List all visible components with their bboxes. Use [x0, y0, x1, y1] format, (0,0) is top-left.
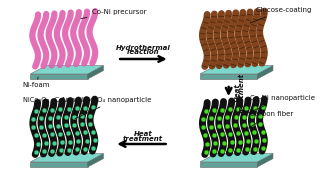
Polygon shape [31, 74, 88, 79]
Polygon shape [31, 162, 88, 167]
Text: Co-Ni nanoparticle: Co-Ni nanoparticle [248, 95, 315, 113]
Text: Ni-foam: Ni-foam [23, 77, 50, 88]
Text: NiCo₂O₄ –C Array: NiCo₂O₄ –C Array [23, 97, 79, 103]
Polygon shape [31, 154, 103, 162]
Polygon shape [200, 154, 273, 162]
Text: Heat: Heat [235, 84, 241, 102]
Polygon shape [257, 66, 273, 79]
Text: Co-Ni precursor: Co-Ni precursor [81, 9, 147, 19]
Polygon shape [200, 162, 257, 167]
Polygon shape [257, 154, 273, 167]
Text: Heat: Heat [134, 131, 152, 137]
Text: treatment: treatment [239, 73, 245, 113]
Text: Carbon fiber: Carbon fiber [244, 111, 293, 131]
Polygon shape [88, 66, 103, 79]
Text: reaction: reaction [126, 49, 159, 55]
Polygon shape [200, 66, 273, 74]
Text: treatment: treatment [123, 136, 163, 142]
Text: Hydrothermal: Hydrothermal [115, 45, 170, 51]
Polygon shape [200, 74, 257, 79]
Polygon shape [31, 66, 103, 74]
Text: NiCo₂O₄ nanoparticle: NiCo₂O₄ nanoparticle [75, 97, 152, 119]
Text: Glucose-coating: Glucose-coating [250, 7, 312, 23]
Polygon shape [88, 154, 103, 167]
